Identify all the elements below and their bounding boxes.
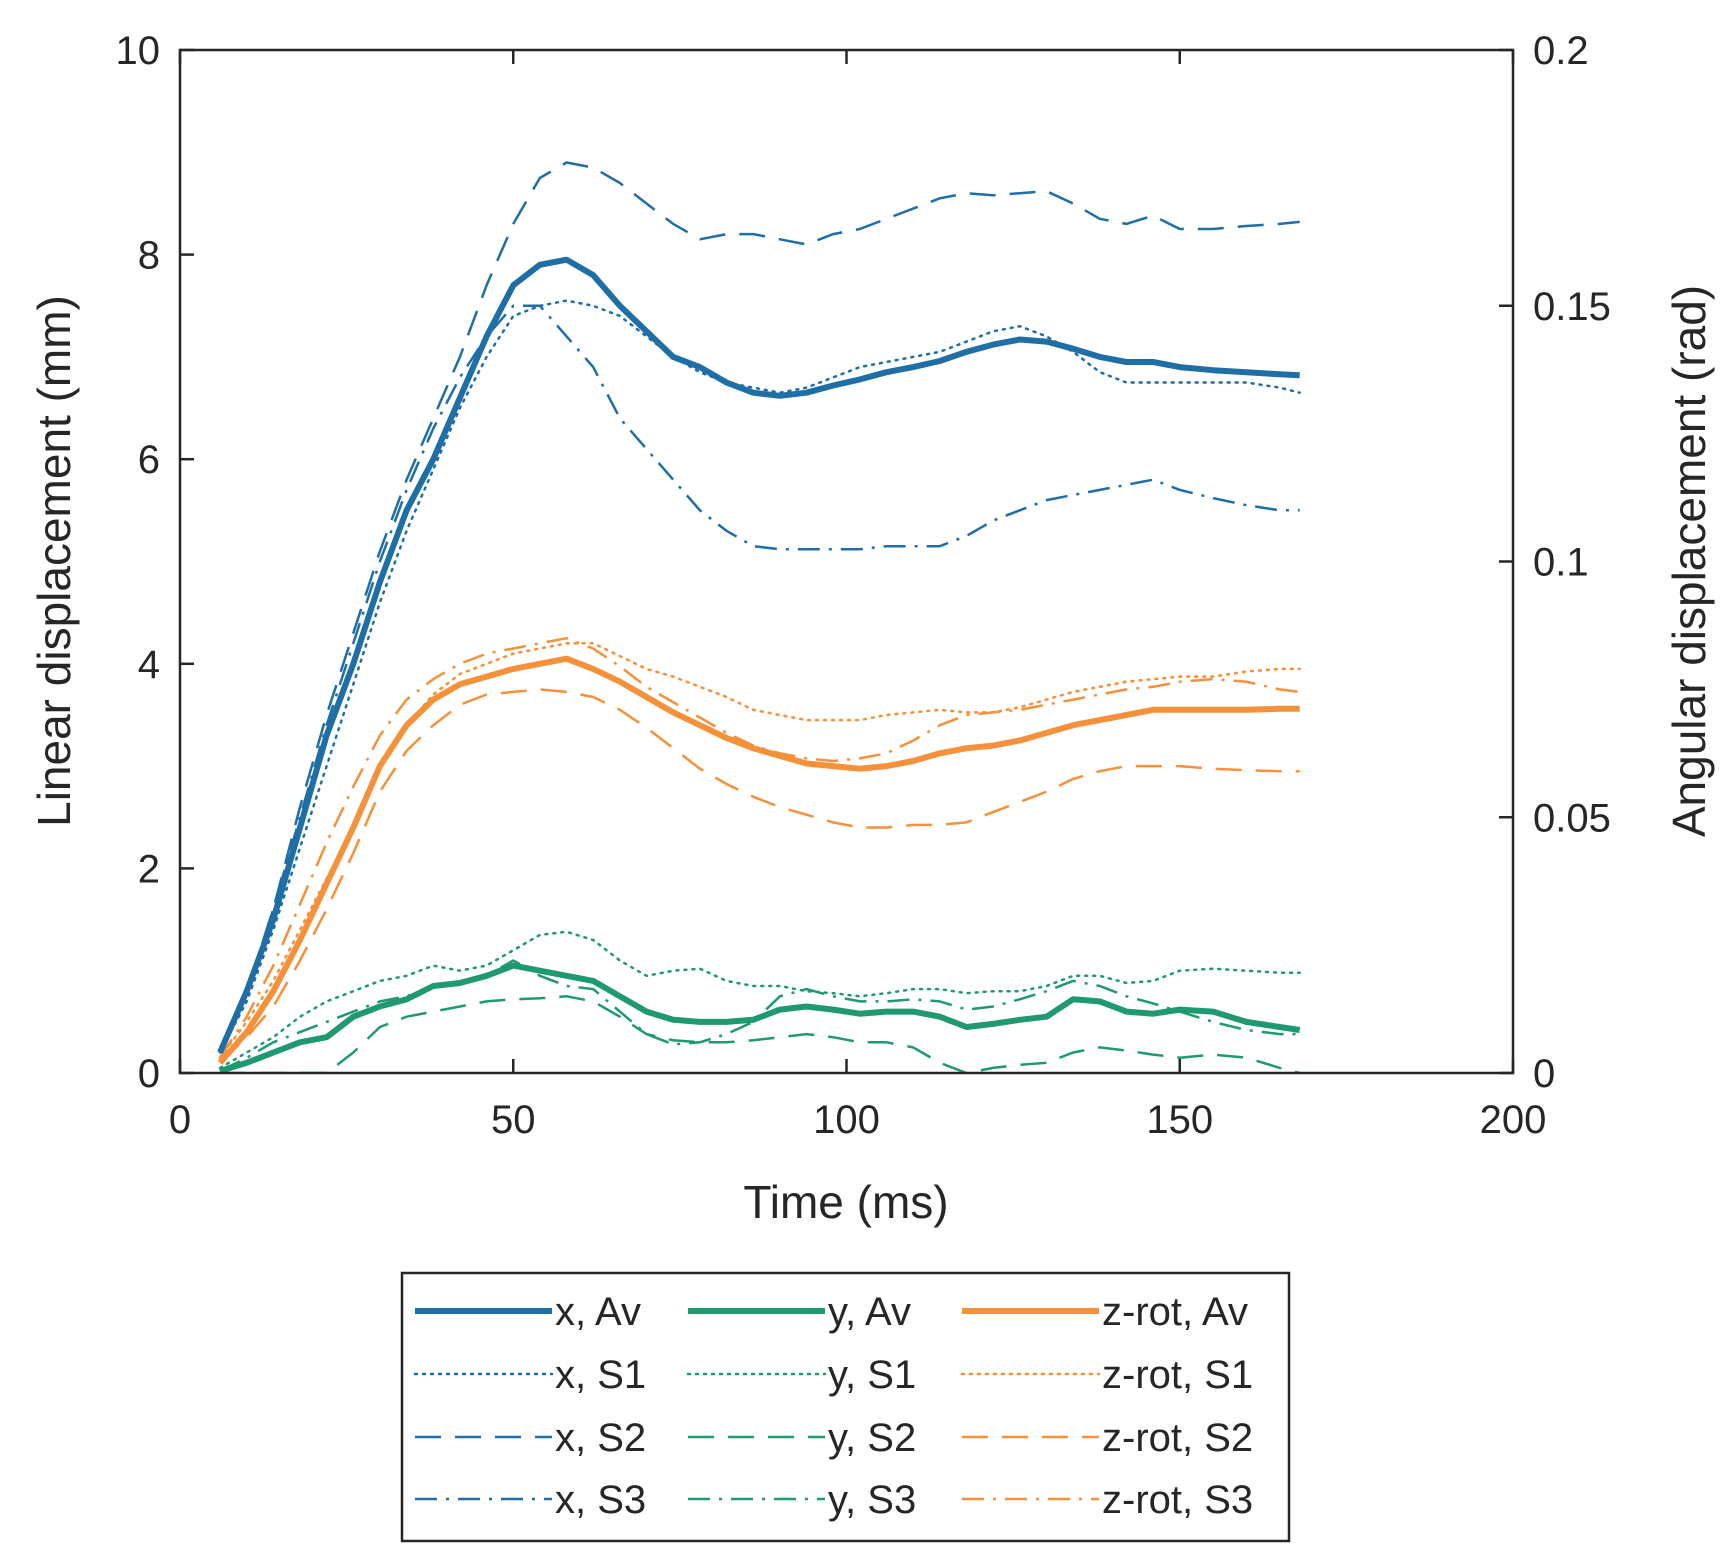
legend-label-y-s2: y, S2 — [828, 1416, 916, 1460]
x-tick-label: 0 — [169, 1098, 191, 1142]
y-right-tick-label: 0.1 — [1533, 541, 1589, 585]
x-axis-label: Time (ms) — [743, 1176, 948, 1228]
y-left-tick-label: 0 — [138, 1052, 160, 1096]
legend-label-x-s1: x, S1 — [555, 1353, 646, 1397]
legend-label-y-s3: y, S3 — [828, 1478, 916, 1522]
legend-label-z-rot-s3: z-rot, S3 — [1102, 1478, 1253, 1522]
x-tick-label: 100 — [813, 1098, 880, 1142]
series-line-z-rot-s1 — [218, 642, 1301, 1059]
legend-label-x-av: x, Av — [555, 1290, 641, 1334]
legend-box — [400, 1271, 1291, 1543]
x-tick-label: 50 — [491, 1098, 536, 1142]
legend-label-y-av: y, Av — [828, 1290, 911, 1334]
series-line-y-s1 — [218, 930, 1301, 1070]
plot-background — [180, 50, 1513, 1073]
plot-area — [178, 48, 1515, 1075]
legend-label-x-s3: x, S3 — [555, 1478, 646, 1522]
series-line-y-s2 — [220, 995, 1301, 1073]
y-left-tick-label: 8 — [138, 234, 160, 278]
series-line-y-s3 — [219, 959, 1300, 1073]
y-left-tick-label: 10 — [116, 29, 161, 73]
series-line-x-s1 — [218, 299, 1301, 1054]
series-line-x-s3 — [218, 304, 1300, 1053]
series-line-z-rot-av — [217, 655, 1300, 1065]
y-right-tick-label: 0.2 — [1533, 29, 1589, 73]
y-right-tick-label: 0.15 — [1533, 285, 1611, 329]
y-axis-left-label: Linear displacement (mm) — [28, 295, 80, 827]
y-left-tick-label: 2 — [138, 847, 160, 891]
y-left-tick-label: 4 — [138, 643, 160, 687]
legend: x, Av y, Av z-rot, Av x, S1 y, S1 z-rot, S1 x,… — [400, 1271, 1291, 1543]
series-line-x-s2 — [218, 161, 1300, 1053]
legend-label-z-rot-s2: z-rot, S2 — [1102, 1416, 1253, 1460]
series-layer — [217, 161, 1301, 1073]
legend-label-z-rot-av: z-rot, Av — [1102, 1290, 1248, 1334]
x-tick-label: 200 — [1480, 1098, 1547, 1142]
legend-label-z-rot-s1: z-rot, S1 — [1102, 1353, 1253, 1397]
x-tick-label: 150 — [1146, 1098, 1213, 1142]
legend-label-x-s2: x, S2 — [555, 1416, 646, 1460]
y-axis-right-label: Angular displacement (rad) — [1663, 285, 1715, 837]
y-right-tick-label: 0.05 — [1533, 796, 1611, 840]
series-line-y-av — [219, 962, 1301, 1073]
series-line-x-av — [217, 256, 1300, 1054]
y-right-tick-label: 0 — [1533, 1052, 1555, 1096]
legend-label-y-s1: y, S1 — [828, 1353, 916, 1397]
y-left-tick-label: 6 — [138, 438, 160, 482]
series-line-z-rot-s2 — [219, 688, 1300, 1064]
